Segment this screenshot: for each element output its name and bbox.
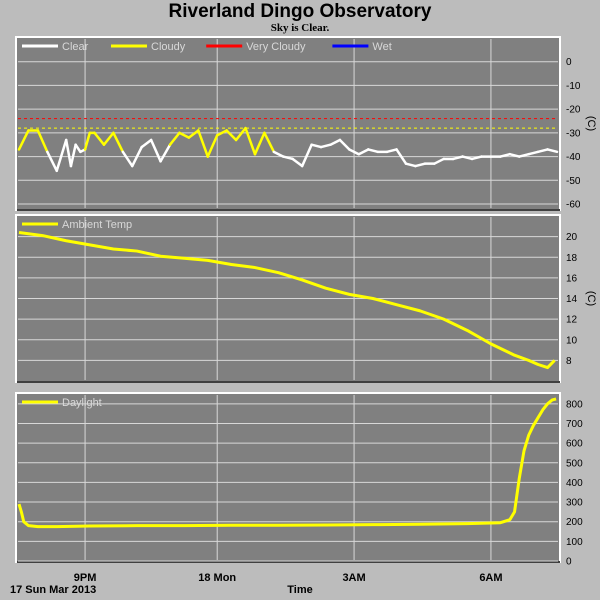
y-tick-label: -10 [566, 81, 581, 92]
series-segment [234, 126, 247, 142]
x-tick-label: 18 Mon [198, 572, 236, 584]
x-tick-label: 3AM [342, 572, 365, 584]
series-segment [282, 155, 294, 161]
series-segment [17, 129, 30, 151]
series-segment [329, 138, 342, 146]
legend-label: Very Cloudy [246, 41, 306, 53]
series-segment [206, 133, 219, 158]
y-tick-label: 200 [566, 517, 583, 528]
series-segment [385, 148, 398, 154]
series-segment [414, 162, 427, 168]
series-segment [112, 131, 125, 154]
x-tick-label: 9PM [74, 572, 97, 584]
legend-label: Clear [62, 41, 89, 53]
y-tick-label: -50 [566, 176, 581, 187]
series-segment [433, 157, 445, 165]
legend-label: Cloudy [151, 41, 186, 53]
chart-panel-1 [15, 36, 561, 211]
y-tick-label: 100 [566, 537, 583, 548]
series-segment [36, 129, 49, 154]
series-segment [168, 131, 181, 146]
series-segment [225, 129, 238, 142]
sky-status: Sky is Clear. [270, 22, 330, 34]
series-segment [140, 138, 153, 149]
y-tick-label: 700 [566, 419, 583, 430]
y-tick-label: 400 [566, 478, 583, 489]
series-segment [310, 143, 323, 149]
y-tick-label: 10 [566, 335, 578, 346]
series-segment [517, 152, 530, 158]
plot-area [15, 36, 561, 211]
y-tick-label: 14 [566, 294, 578, 305]
y-tick-label: 800 [566, 399, 583, 410]
series-segment [93, 131, 106, 146]
series-segment [470, 155, 483, 161]
y-tick-label: -30 [566, 128, 581, 139]
series-segment [272, 150, 285, 158]
legend-label: Ambient Temp [62, 219, 132, 231]
y-tick-label: -20 [566, 105, 581, 116]
series-segment [357, 148, 370, 156]
series-segment [64, 138, 73, 168]
series-segment [74, 143, 82, 154]
y-tick-label: 0 [566, 57, 572, 68]
x-axis-label: Time [287, 584, 313, 596]
series-segment [83, 131, 92, 151]
series-segment [121, 150, 134, 168]
series-segment [508, 152, 521, 158]
plot-area [15, 392, 561, 563]
series-segment [253, 131, 266, 156]
series-segment [546, 148, 559, 154]
y-tick-label: 18 [566, 253, 578, 264]
y-tick-label: 0 [566, 557, 572, 568]
y-tick-label: 12 [566, 315, 578, 326]
series-segment [461, 155, 474, 161]
series-segment [178, 131, 191, 139]
y-tick-label: 16 [566, 273, 578, 284]
series-segment [69, 143, 77, 168]
series-segment [159, 143, 172, 163]
series-segment [263, 131, 276, 154]
series-segment [338, 138, 351, 151]
series-segment [319, 143, 332, 149]
y-axis-label: (C) [585, 291, 597, 306]
chart-panel-3 [15, 392, 561, 563]
series-segment [527, 150, 540, 156]
series-segment [348, 148, 361, 156]
series-segment [197, 129, 210, 158]
legend-label: Daylight [62, 397, 102, 409]
series-line [18, 231, 556, 370]
series-segment [102, 131, 115, 146]
chart-panel-2 [15, 214, 561, 383]
y-axis-label: (C) [585, 116, 597, 131]
series-segment [46, 150, 59, 173]
y-tick-label: 300 [566, 498, 583, 509]
series-segment [536, 148, 549, 154]
series-segment [149, 138, 162, 163]
legend-label: Wet [372, 41, 391, 53]
series-segment [291, 157, 304, 168]
y-tick-label: -40 [566, 152, 581, 163]
x-tick-label: 6AM [479, 572, 502, 584]
series-segment [451, 155, 464, 161]
series-segment [300, 143, 313, 168]
series-segment [395, 148, 408, 165]
series-segment [366, 148, 379, 154]
series-segment [187, 129, 200, 139]
date-label: 17 Sun Mar 2013 [10, 584, 97, 596]
series-segment [499, 152, 512, 158]
y-tick-label: 8 [566, 356, 572, 367]
y-tick-label: 500 [566, 458, 583, 469]
series-segment [55, 138, 68, 173]
y-tick-label: -60 [566, 200, 581, 211]
series-segment [404, 162, 417, 168]
series-line [17, 397, 557, 529]
series-segment [131, 145, 143, 168]
series-segment [215, 129, 228, 137]
y-tick-label: 20 [566, 232, 578, 243]
series-segment [244, 126, 257, 156]
y-tick-label: 600 [566, 439, 583, 450]
chart-title: Riverland Dingo Observatory [168, 1, 432, 22]
